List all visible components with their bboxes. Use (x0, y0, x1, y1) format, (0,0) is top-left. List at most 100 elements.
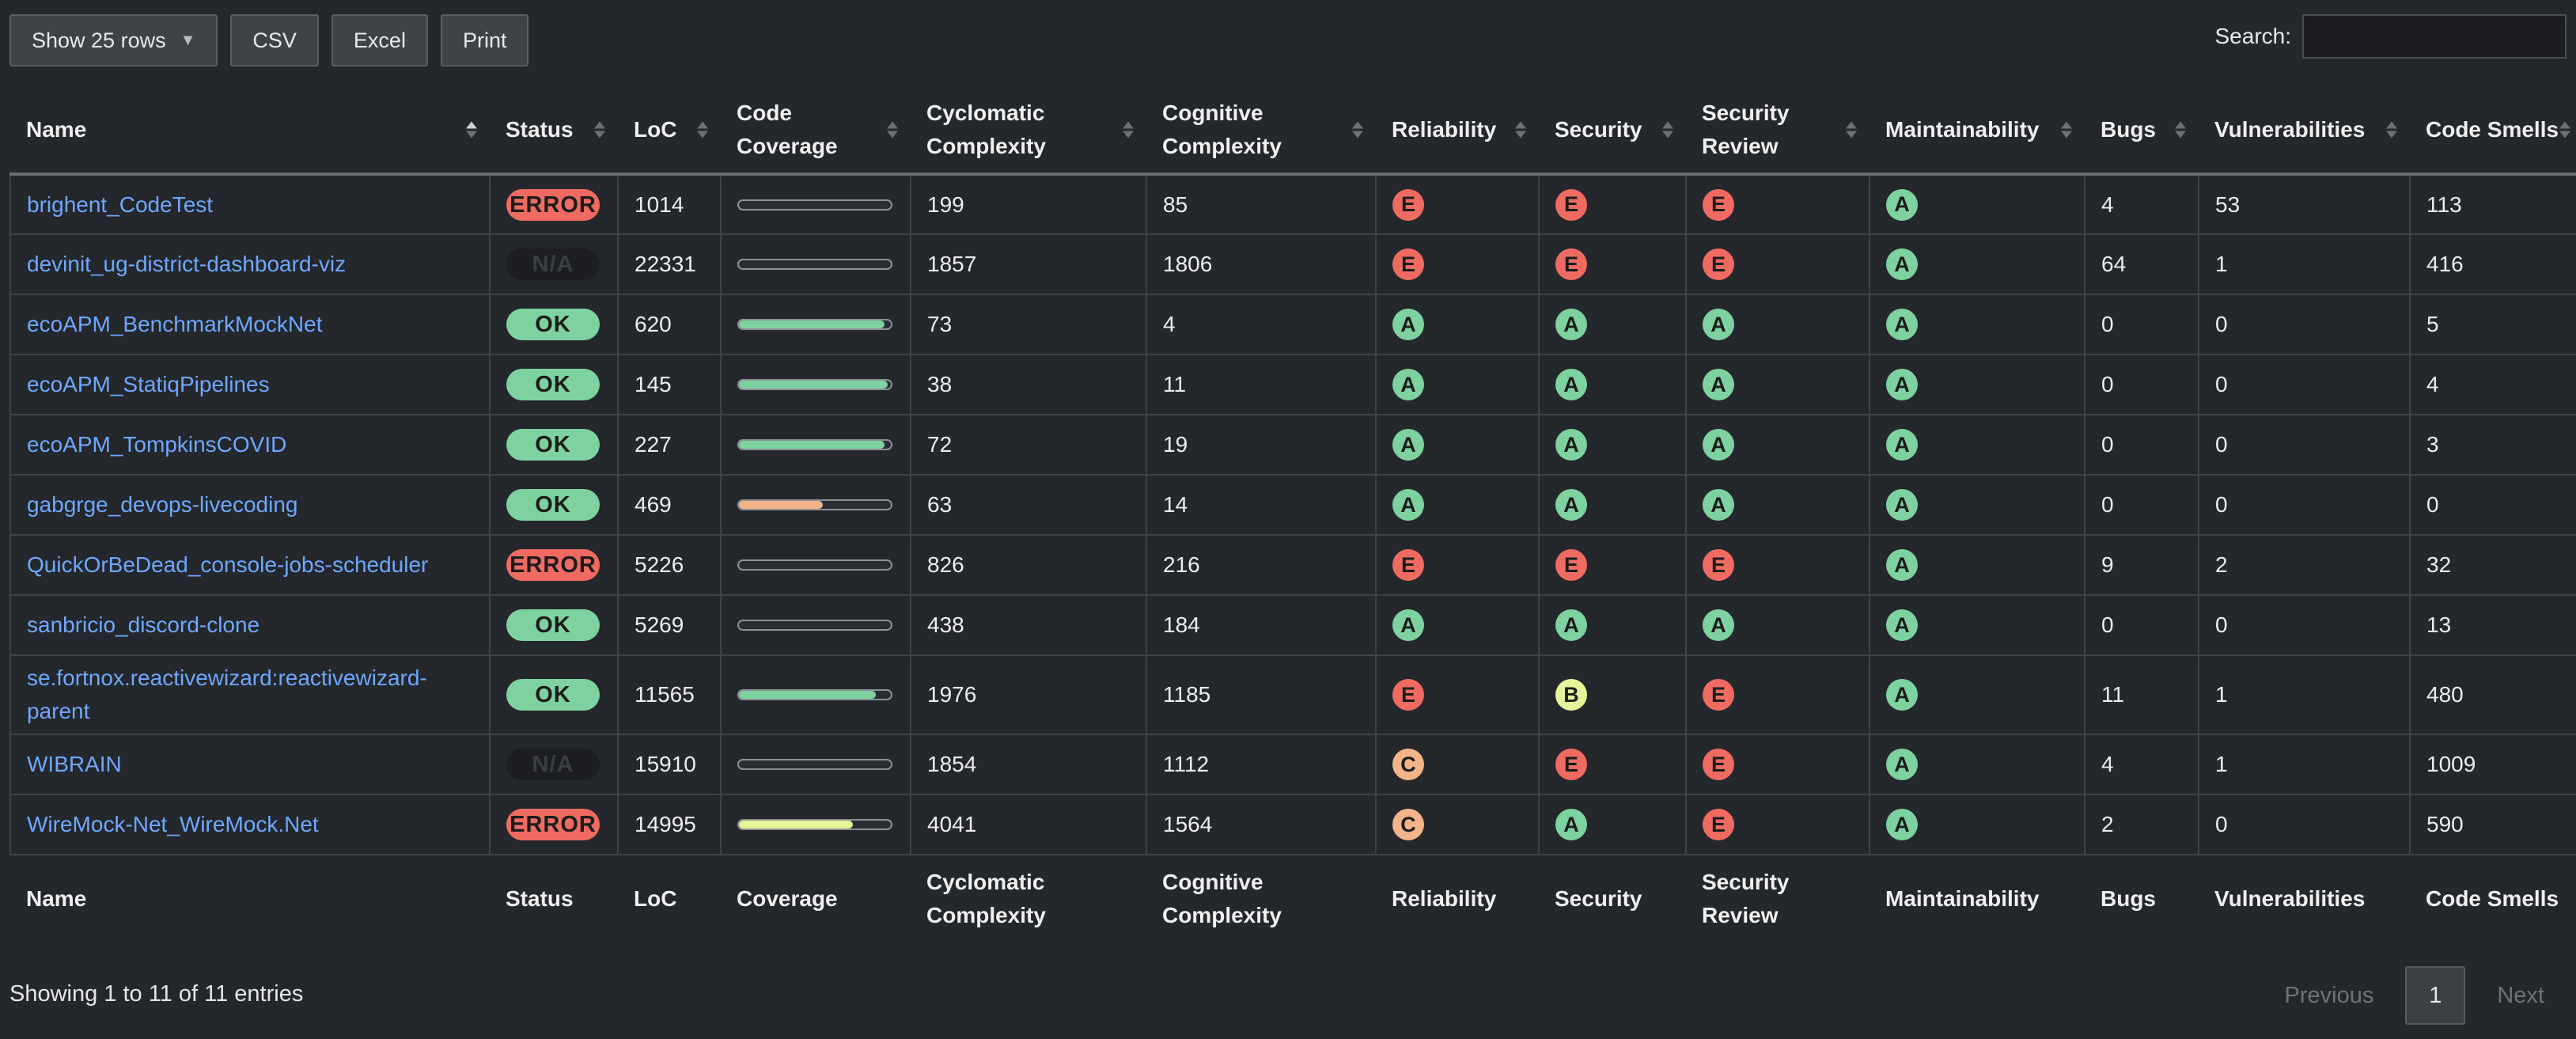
project-link[interactable]: ecoAPM_StatiqPipelines (27, 372, 270, 396)
project-link[interactable]: ecoAPM_TompkinsCOVID (27, 432, 287, 457)
column-header-security-review[interactable]: Security Review (1686, 87, 1869, 174)
table-row: devinit_ug-district-dashboard-viz N/A 2233… (9, 233, 2576, 294)
column-header-cyclomatic-complexity[interactable]: Cyclomatic Complexity (911, 87, 1146, 174)
table-row: ecoAPM_StatiqPipelines OK 145 38 11 A A A A 0 0 4 (9, 354, 2576, 415)
status-badge: OK (506, 369, 600, 400)
cell-reliability: A (1375, 594, 1539, 655)
cell-coverage (720, 594, 911, 655)
cell-bugs: 2 (2084, 794, 2199, 855)
cell-reliability: A (1375, 294, 1539, 355)
security-rating-badge: A (1555, 809, 1587, 840)
cell-vulnerabilities: 0 (2198, 474, 2410, 535)
reliability-rating-badge: E (1392, 679, 1424, 711)
column-header-bugs[interactable]: Bugs (2085, 87, 2199, 174)
sort-icon (1123, 121, 1134, 138)
column-header-code-smells[interactable]: Code Smells (2410, 87, 2576, 174)
project-link[interactable]: ecoAPM_BenchmarkMockNet (27, 312, 323, 336)
column-footer-security: Security (1555, 885, 1642, 911)
cell-bugs: 11 (2084, 654, 2199, 734)
table-footer-row: Name Status LoC Coverage Cyclomatic Complexi… (10, 855, 2576, 942)
show-rows-dropdown[interactable]: Show 25 rows ▼ (9, 14, 218, 66)
cell-code-smells: 113 (2409, 173, 2576, 234)
print-button[interactable]: Print (440, 14, 529, 66)
status-badge: N/A (506, 749, 600, 780)
cell-name: QuickOrBeDead_console-jobs-scheduler (9, 534, 490, 595)
project-link[interactable]: sanbricio_discord-clone (27, 612, 260, 637)
cell-coverage (720, 794, 911, 855)
cell-cyclomatic: 63 (910, 474, 1146, 535)
table-row: gabgrge_devops-livecoding OK 469 63 14 A A A A 0 0… (9, 474, 2576, 535)
cell-cognitive: 1806 (1146, 233, 1376, 294)
cell-name: gabgrge_devops-livecoding (9, 474, 490, 535)
security-review-rating-badge: E (1703, 679, 1734, 711)
project-link[interactable]: se.fortnox.reactivewizard:reactivewizard… (27, 665, 427, 723)
coverage-bar (737, 439, 892, 450)
previous-button[interactable]: Previous (2284, 982, 2374, 1008)
project-link[interactable]: QuickOrBeDead_console-jobs-scheduler (27, 552, 429, 577)
column-header-code-coverage[interactable]: Code Coverage (721, 87, 911, 174)
cell-cyclomatic: 1857 (910, 233, 1146, 294)
cell-vulnerabilities: 1 (2198, 734, 2410, 794)
coverage-bar (737, 759, 892, 770)
maintainability-rating-badge: A (1886, 679, 1918, 711)
sort-icon (2061, 121, 2072, 138)
cell-cognitive: 1185 (1146, 654, 1376, 734)
column-header-label: Maintainability (1885, 117, 2040, 142)
page-1-button[interactable]: 1 (2405, 966, 2466, 1025)
csv-button[interactable]: CSV (230, 14, 319, 66)
cell-security: A (1538, 794, 1686, 855)
cell-security-review: E (1685, 534, 1869, 595)
excel-button[interactable]: Excel (331, 14, 428, 66)
coverage-bar-fill (739, 441, 885, 449)
cell-security: E (1538, 173, 1686, 234)
project-link[interactable]: WireMock-Net_WireMock.Net (27, 812, 319, 836)
column-header-name[interactable]: Name (10, 87, 490, 174)
column-header-label: Code Coverage (737, 100, 838, 158)
cell-bugs: 4 (2084, 173, 2199, 234)
cell-bugs: 0 (2084, 414, 2199, 475)
project-link[interactable]: brighent_CodeTest (27, 191, 214, 217)
maintainability-rating-badge: A (1886, 489, 1918, 521)
cell-coverage (720, 734, 911, 794)
table-header-row: Name Status LoC Code Coverage Cyclomatic Com… (10, 87, 2576, 174)
cell-coverage (720, 474, 911, 535)
column-header-status[interactable]: Status (490, 87, 618, 174)
table-toolbar: Show 25 rows ▼ CSV Excel Print (9, 14, 529, 70)
column-header-vulnerabilities[interactable]: Vulnerabilities (2199, 87, 2410, 174)
security-review-rating-badge: E (1703, 809, 1734, 840)
cell-maintainability: A (1869, 654, 2085, 734)
column-header-cognitive-complexity[interactable]: Cognitive Complexity (1146, 87, 1376, 174)
cell-security: E (1538, 534, 1686, 595)
cell-cyclomatic: 199 (910, 173, 1146, 234)
next-button[interactable]: Next (2497, 982, 2544, 1008)
project-link[interactable]: WIBRAIN (27, 752, 122, 776)
cell-maintainability: A (1869, 354, 2085, 415)
cell-code-smells: 32 (2409, 534, 2576, 595)
project-link[interactable]: devinit_ug-district-dashboard-viz (27, 252, 347, 276)
cell-coverage (720, 173, 911, 234)
column-header-security[interactable]: Security (1539, 87, 1686, 174)
status-badge: ERROR (506, 809, 600, 840)
column-header-label: Cyclomatic Complexity (926, 100, 1046, 158)
search-input[interactable] (2302, 14, 2567, 59)
cell-code-smells: 0 (2409, 474, 2576, 535)
column-header-label: LoC (634, 117, 677, 142)
cell-reliability: A (1375, 414, 1539, 475)
column-header-label: Name (26, 117, 87, 142)
cell-status: OK (489, 354, 618, 415)
cell-maintainability: A (1869, 173, 2085, 234)
column-footer-status: Status (506, 885, 574, 911)
column-header-maintainability[interactable]: Maintainability (1869, 87, 2085, 174)
column-footer-loc: LoC (634, 885, 677, 911)
cell-cognitive: 1112 (1146, 734, 1376, 794)
cell-loc: 469 (617, 474, 721, 535)
project-link[interactable]: gabgrge_devops-livecoding (27, 492, 298, 517)
column-footer-vulnerabilities: Vulnerabilities (2214, 885, 2366, 911)
status-badge: OK (506, 679, 600, 711)
cell-reliability: E (1375, 534, 1539, 595)
cell-cyclomatic: 38 (910, 354, 1146, 415)
coverage-bar (737, 319, 892, 330)
cell-status: OK (489, 294, 618, 355)
column-header-reliability[interactable]: Reliability (1376, 87, 1539, 174)
column-header-loc[interactable]: LoC (618, 87, 721, 174)
